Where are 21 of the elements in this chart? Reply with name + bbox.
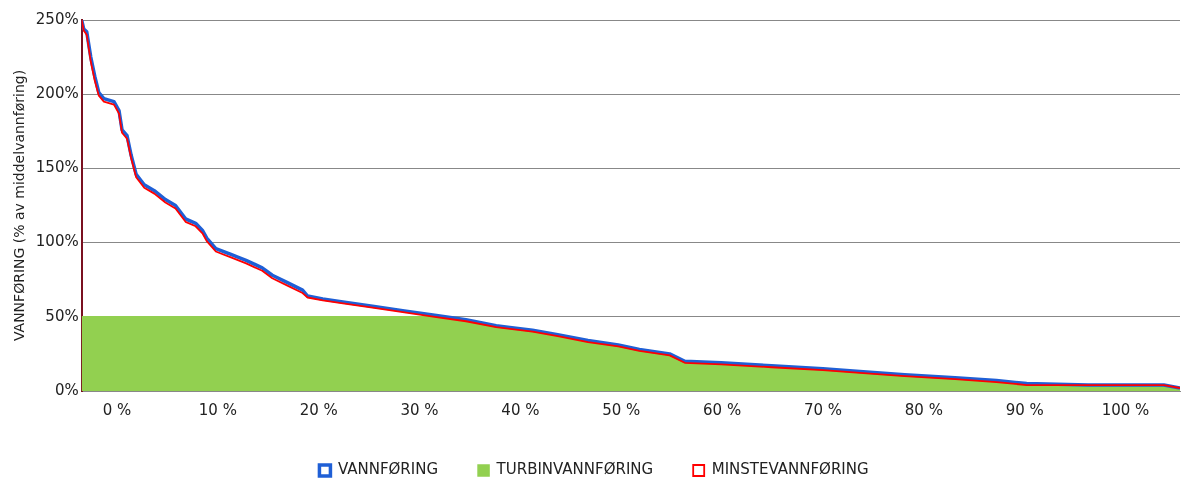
y-tick-label: 0% (54, 380, 79, 399)
legend-label: TURBINVANNFØRING (495, 460, 654, 479)
x-tick-label: 0 % (102, 400, 132, 419)
x-tick-label: 90 % (1005, 400, 1044, 419)
x-tick-label: 40 % (501, 400, 540, 419)
x-tick-label: 60 % (703, 400, 742, 419)
x-tick-label: 100 % (1101, 400, 1150, 419)
x-tick-label: 30 % (400, 400, 439, 419)
x-tick-label: 80 % (904, 400, 943, 419)
x-tick-label: 70 % (803, 400, 843, 419)
y-tick-label: 100% (35, 232, 79, 251)
y-axis-title: VANNFØRING (% av middelvannføring) (11, 69, 28, 342)
y-tick-label: 250% (35, 9, 79, 28)
legend-label: VANNFØRING (337, 460, 439, 479)
x-tick-label: 50 % (602, 400, 641, 419)
x-tick-label: 20 % (299, 400, 338, 419)
legend-label: MINSTEVANNFØRING (711, 460, 869, 479)
y-tick-label: 200% (35, 84, 79, 103)
y-tick-label: 150% (35, 158, 79, 177)
y-tick-label: 50% (45, 306, 79, 325)
x-tick-label: 10 % (198, 400, 237, 419)
